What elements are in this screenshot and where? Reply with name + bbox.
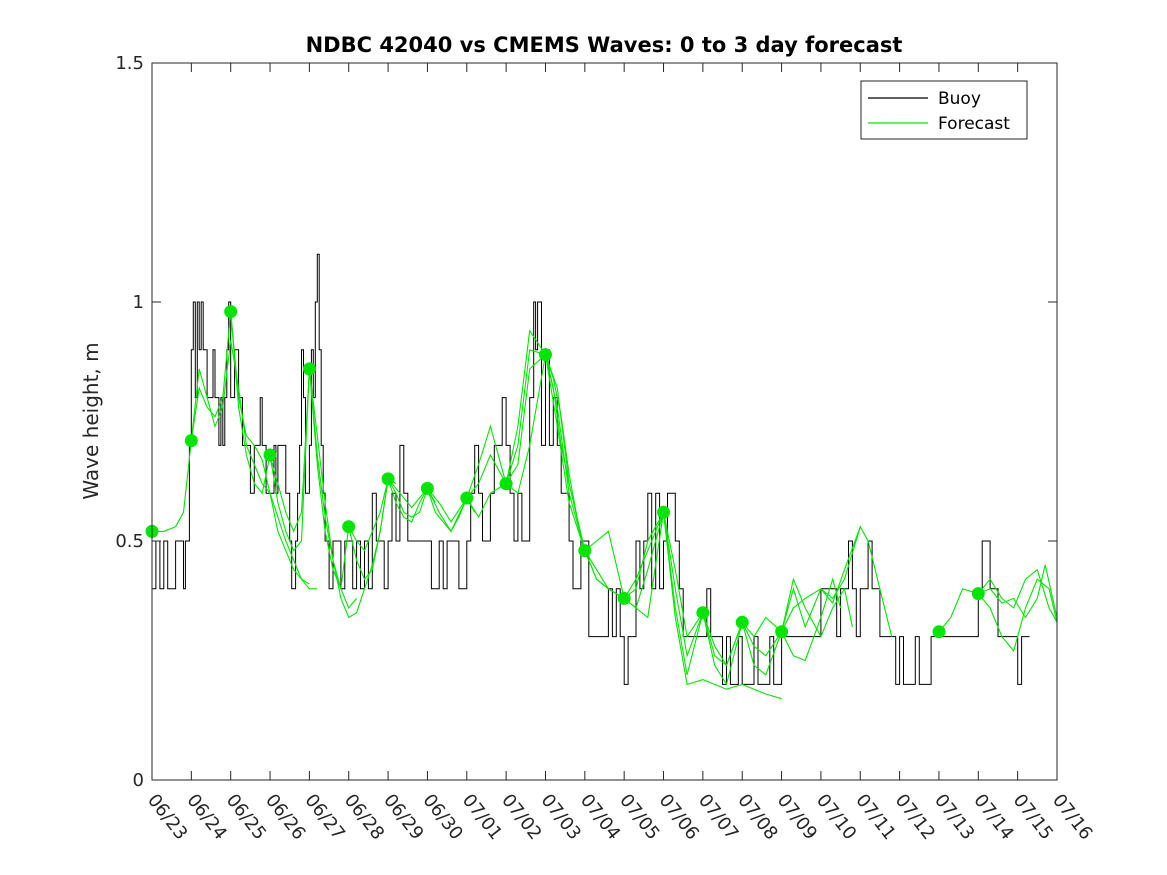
forecast-marker-16 — [775, 625, 789, 639]
y-tick-label-0: 0 — [133, 770, 144, 791]
forecast-marker-12 — [617, 591, 631, 605]
plot-area — [152, 63, 1057, 780]
forecast-series-line-2 — [230, 311, 358, 609]
forecast-marker-15 — [735, 615, 749, 629]
legend: Buoy Forecast — [860, 80, 1028, 140]
y-tick-label-1: 0.5 — [115, 531, 144, 552]
forecast-marker-3 — [263, 448, 277, 462]
forecast-marker-7 — [420, 481, 434, 495]
forecast-marker-8 — [460, 491, 474, 505]
forecast-series-line-20 — [978, 564, 1058, 619]
y-tick-label-3: 1.5 — [115, 53, 144, 74]
legend-label-forecast: Forecast — [938, 114, 1010, 134]
forecast-series-line-15 — [741, 525, 893, 638]
forecast-marker-18 — [971, 587, 985, 601]
forecast-series-line-0 — [152, 311, 318, 590]
forecast-marker-6 — [381, 472, 395, 486]
forecast-marker-9 — [499, 477, 513, 491]
forecast-series-line-19 — [977, 578, 1058, 653]
axes-box — [151, 62, 1058, 781]
series-layer — [145, 253, 1058, 700]
y-tick-label-2: 1 — [133, 292, 144, 313]
forecast-marker-14 — [696, 606, 710, 620]
forecast-marker-2 — [224, 305, 238, 319]
forecast-marker-5 — [342, 520, 356, 534]
chart-title: NDBC 42040 vs CMEMS Waves: 0 to 3 day fo… — [306, 33, 903, 57]
legend-label-buoy: Buoy — [938, 89, 981, 109]
forecast-series-line-7 — [426, 353, 586, 551]
forecast-series-line-3 — [269, 368, 397, 619]
forecast-series-line-1 — [190, 340, 310, 585]
forecast-marker-13 — [657, 505, 670, 519]
forecast-series-line-17 — [781, 577, 842, 662]
forecast-marker-10 — [539, 348, 552, 362]
forecast-series-line-13 — [662, 512, 782, 700]
y-axis-label: Wave height, m — [79, 342, 103, 499]
forecast-marker-11 — [578, 544, 592, 558]
forecast-marker-4 — [302, 362, 316, 376]
legend-box — [860, 80, 1028, 140]
buoy-series-line — [152, 253, 1030, 685]
forecast-marker-17 — [932, 625, 946, 639]
forecast-marker-1 — [184, 434, 198, 448]
forecast-series-line-16 — [781, 577, 853, 638]
